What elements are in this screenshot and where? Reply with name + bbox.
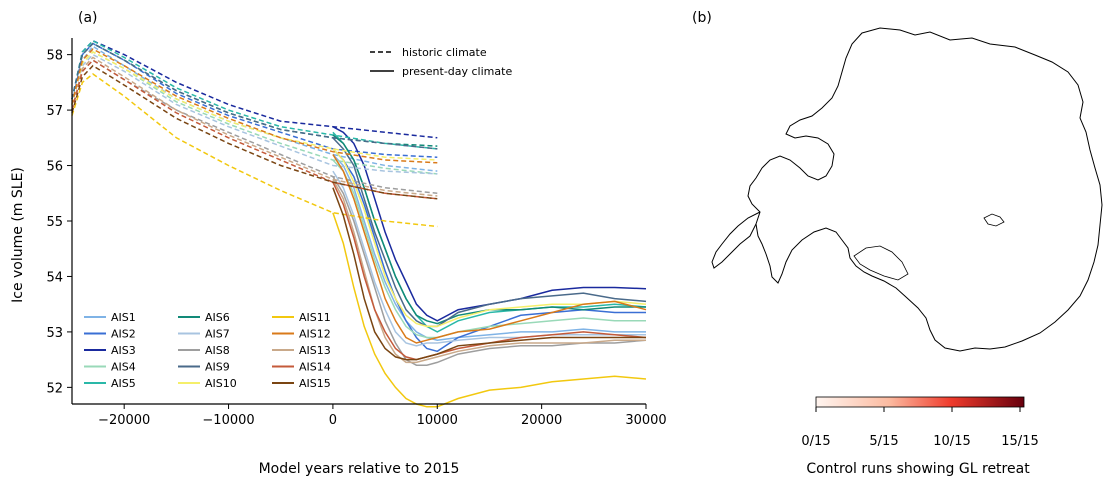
- ais12-present-line: [332, 154, 647, 344]
- ais1-historic-line: [71, 45, 438, 172]
- legend-label-ais9: AIS9: [205, 361, 230, 374]
- ais2-present-line: [332, 148, 646, 353]
- ais4-present-line: [332, 159, 646, 339]
- ais2-historic-line: [71, 42, 438, 158]
- x-tick-label: 10000: [417, 413, 458, 428]
- x-tick-label: 30000: [625, 413, 666, 428]
- ais5-historic-line: [71, 39, 438, 150]
- ais3-historic-line: [71, 39, 438, 139]
- x-tick-label: 0: [329, 413, 337, 428]
- ais12-historic-line: [71, 48, 438, 164]
- colorbar-ticks: 0/15 5/15 10/15 15/15: [801, 407, 1039, 449]
- legend-label-ais1: AIS1: [111, 311, 136, 324]
- x-axis-label: Model years relative to 2015: [259, 461, 460, 477]
- ais9-present-line: [332, 137, 647, 328]
- y-tick-label: 55: [46, 215, 63, 230]
- legend-present-label: present-day climate: [402, 65, 512, 78]
- ais15-historic-line: [71, 64, 438, 200]
- colorbar-title: Control runs showing GL retreat: [806, 461, 1030, 477]
- climate-style-legend: historic climate present-day climate: [370, 46, 512, 78]
- legend-label-ais6: AIS6: [205, 311, 230, 324]
- legend-label-ais5: AIS5: [111, 377, 136, 390]
- antarctic-peninsula: [711, 211, 761, 269]
- legend-label-ais15: AIS15: [299, 377, 331, 390]
- ais7-historic-line: [71, 53, 438, 175]
- legend-label-ais7: AIS7: [205, 328, 230, 341]
- legend-label-ais12: AIS12: [299, 328, 331, 341]
- y-tick-label: 53: [46, 326, 63, 341]
- series-legend: AIS1 AIS2 AIS3 AIS4 AIS5 AIS6 AIS7 AIS8 AIS9 AIS1…: [84, 311, 331, 390]
- ais13-historic-line: [71, 56, 438, 197]
- x-tick-label: 20000: [521, 413, 562, 428]
- panel-a-label: (a): [78, 10, 98, 26]
- legend-label-ais8: AIS8: [205, 344, 230, 357]
- y-axis-label: Ice volume (m SLE): [10, 167, 26, 303]
- legend-label-ais2: AIS2: [111, 328, 136, 341]
- x-tick-label: −20000: [98, 413, 150, 428]
- legend-historic-label: historic climate: [402, 46, 487, 59]
- ais8-present-line: [332, 176, 647, 366]
- ross-ice-shelf: [983, 213, 1005, 227]
- y-tick-label: 58: [46, 49, 63, 64]
- colorbar-tick-label: 0/15: [801, 434, 830, 449]
- tick-layer: −20000 −10000 0 10000 20000 30000 52 53 54 55 56 57…: [46, 49, 666, 428]
- y-tick-label: 54: [46, 270, 63, 285]
- ais6-historic-line: [71, 42, 438, 147]
- antarctica-map: [711, 27, 1103, 352]
- ais15-present-line: [332, 187, 646, 361]
- antarctica-coastline: [747, 27, 1103, 352]
- ais11-present-line: [332, 212, 647, 408]
- y-tick-label: 57: [46, 104, 63, 119]
- ais10-historic-line: [71, 50, 438, 161]
- colorbar: [815, 396, 1025, 408]
- legend-label-ais13: AIS13: [299, 344, 331, 357]
- ice-volume-chart: −20000 −10000 0 10000 20000 30000 52 53 54 55 56 57…: [10, 38, 667, 477]
- ais14-present-line: [332, 181, 647, 361]
- legend-label-ais10: AIS10: [205, 377, 237, 390]
- ais10-present-line: [332, 148, 647, 328]
- x-tick-label: −10000: [202, 413, 254, 428]
- ais1-present-line: [332, 153, 646, 341]
- ais13-present-line: [332, 179, 646, 364]
- y-tick-label: 52: [46, 381, 63, 396]
- weddell-ice-shelf: [853, 245, 909, 281]
- ais8-historic-line: [71, 59, 438, 195]
- series-layer: [71, 39, 647, 408]
- panel-b-label: (b): [692, 10, 712, 26]
- legend-label-ais14: AIS14: [299, 361, 331, 374]
- ais9-historic-line: [71, 42, 438, 150]
- colorbar-tick-label: 5/15: [869, 434, 898, 449]
- legend-label-ais11: AIS11: [299, 311, 331, 324]
- ais11-historic-line: [71, 73, 438, 228]
- colorbar-tick-label: 15/15: [1001, 434, 1038, 449]
- colorbar-tick-label: 10/15: [933, 434, 970, 449]
- ais3-present-line: [332, 126, 647, 322]
- legend-label-ais4: AIS4: [111, 361, 136, 374]
- legend-label-ais3: AIS3: [111, 344, 136, 357]
- y-tick-label: 56: [46, 160, 63, 175]
